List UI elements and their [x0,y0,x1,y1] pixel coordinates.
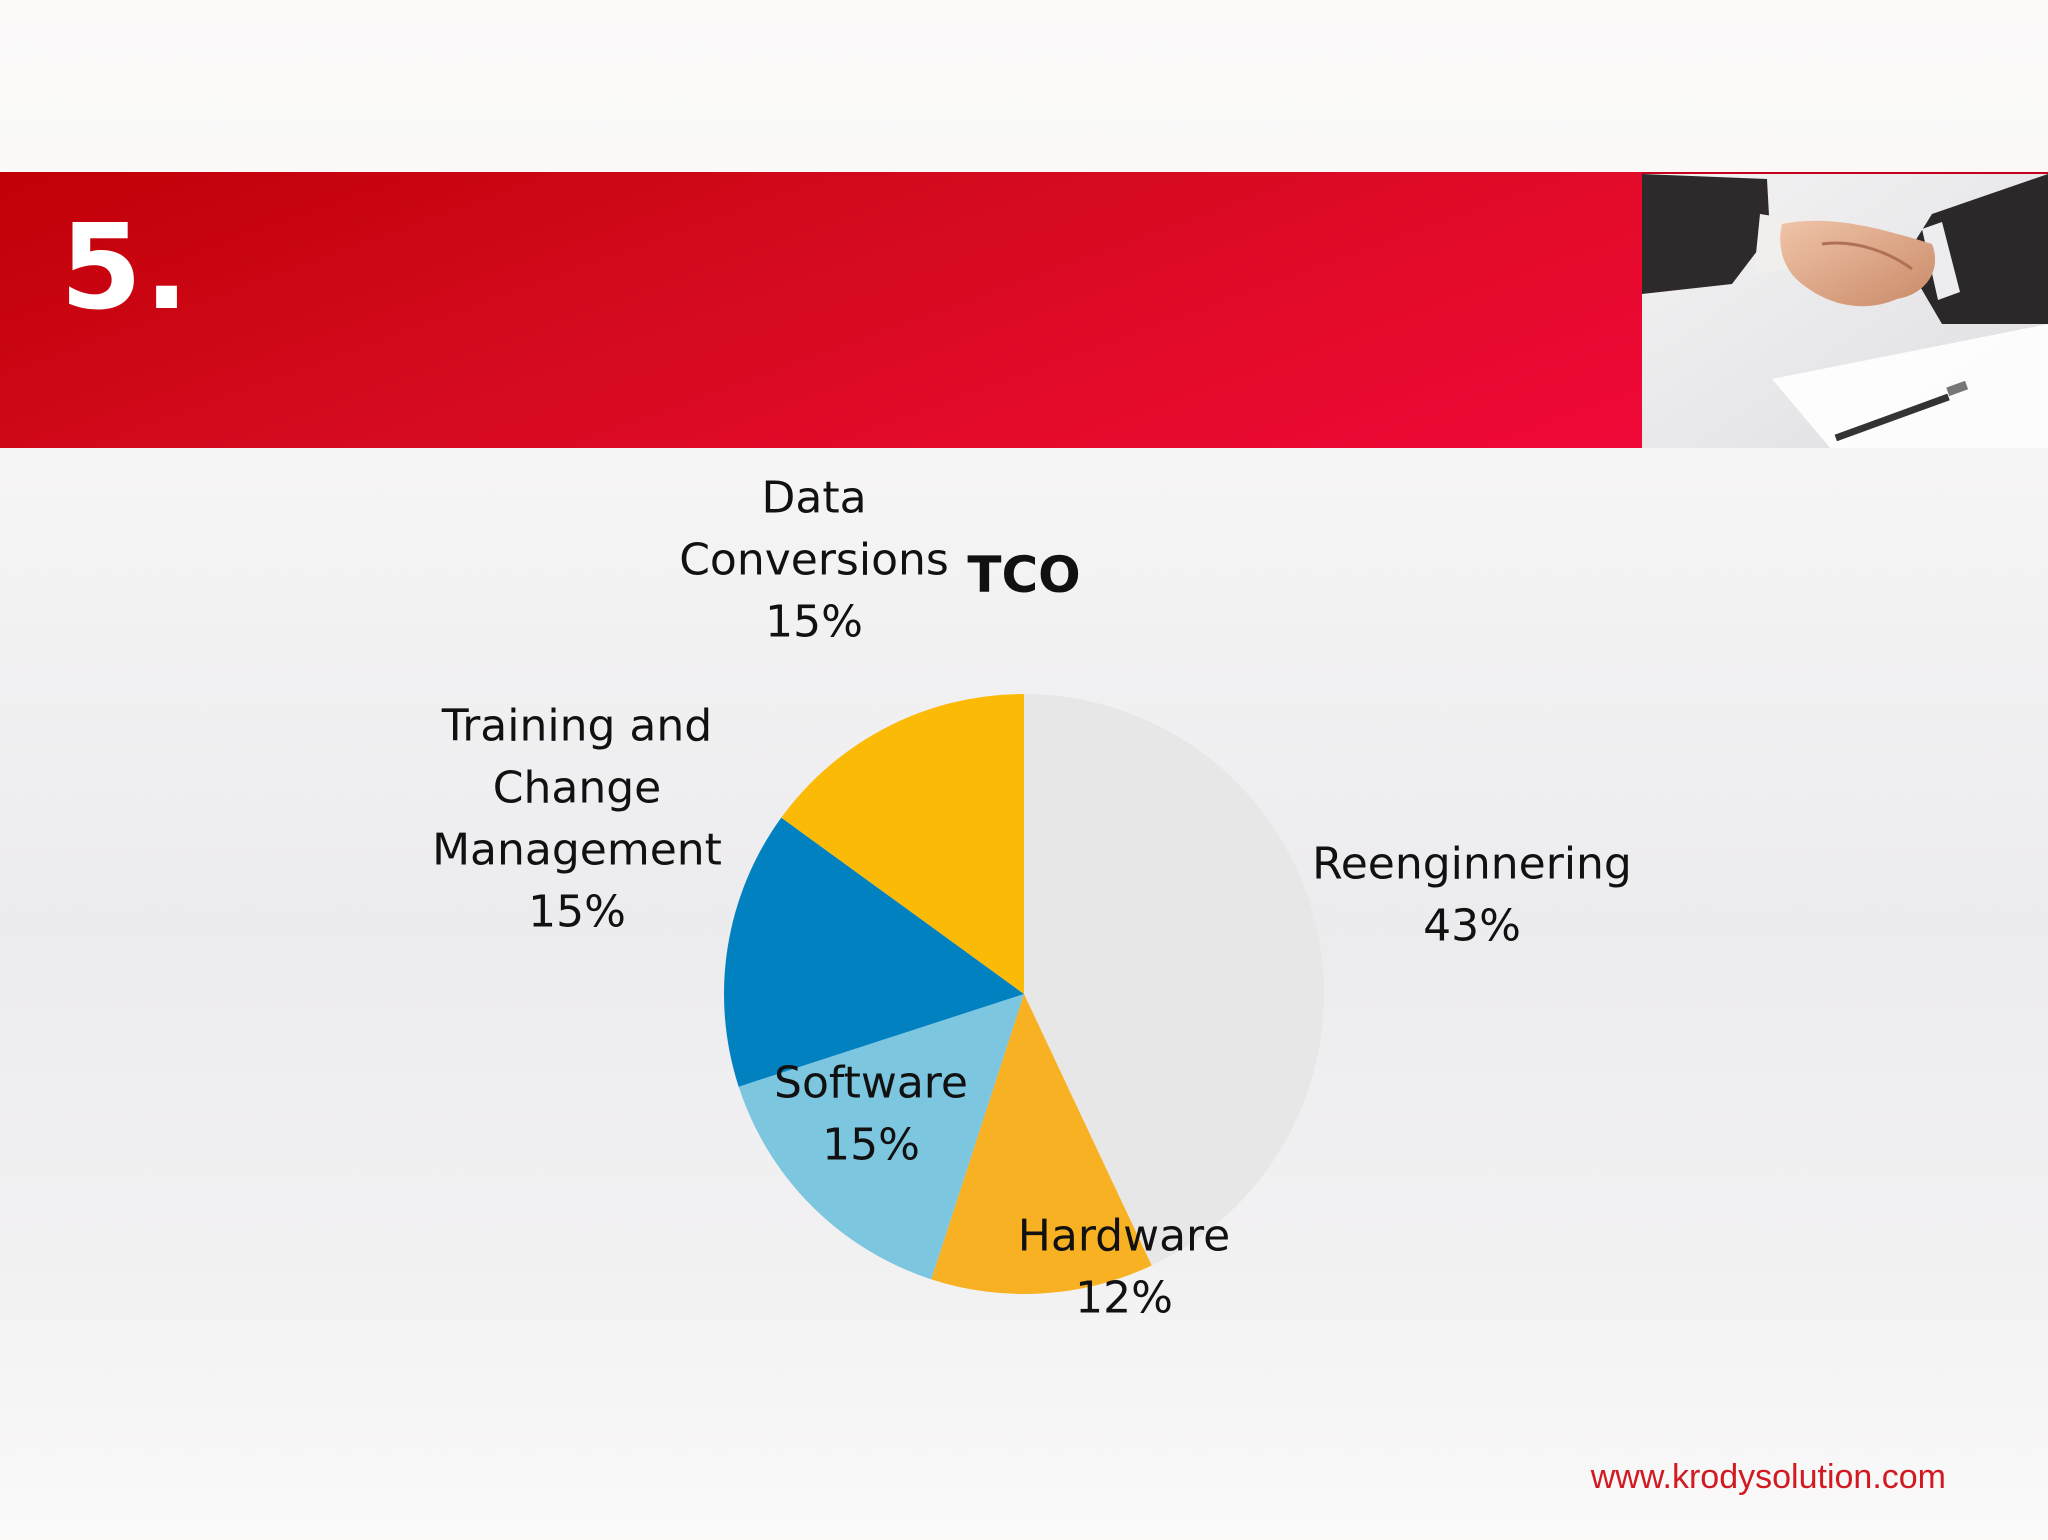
pie-slice-hardware [931,994,1152,1295]
slide-number: 5. [60,198,191,336]
pie-labels: Reenginnering 43% Hardware 12% Software 15% Tr… [432,472,1632,1323]
data-label-software: Software 15% [774,1057,968,1170]
title-banner [0,172,1642,448]
data-label-hardware: Hardware 12% [1018,1210,1230,1323]
pie-slices [723,694,1325,1295]
data-label-reenginnering: Reenginnering 43% [1312,838,1632,951]
pie-slice-training-and-change-management [723,817,1024,1087]
chart-title: TCO [967,546,1080,604]
pie-slice-data-conversions [781,694,1024,994]
data-label-training-and-change-management: Training and Change Management 15% [432,700,722,937]
footer-url[interactable]: www.krodysolution.com [1590,1458,1946,1496]
pie-slice-software [738,994,1024,1280]
pie-slice-reenginnering [1024,694,1325,1266]
data-label-data-conversions: Data Conversions 15% [679,472,949,647]
handshake-photo [1642,172,2048,448]
